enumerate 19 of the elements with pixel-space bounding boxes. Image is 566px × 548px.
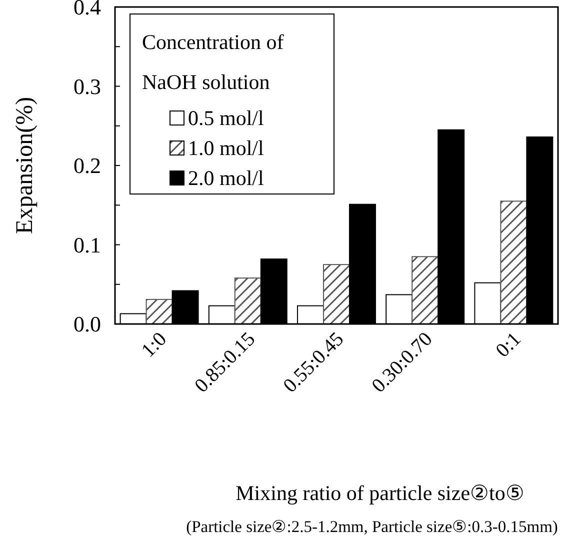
text: (Particle size②:2.5-1.2mm, Particle size⑤:0.3-0.15mm)	[186, 517, 558, 536]
text: 0.0	[74, 312, 101, 337]
bar	[323, 264, 350, 324]
y-tick-label: 0.4	[74, 0, 101, 20]
legend-label: 1.0 mol/l	[188, 136, 264, 160]
y-tick-label: 0.1	[74, 232, 101, 258]
bar	[234, 278, 262, 324]
legend-title: Concentration of NaOH solution	[142, 30, 284, 94]
y-tick-label: 0.2	[74, 153, 101, 178]
y-axis-title: Expansion(%)	[12, 96, 38, 234]
legend-label: 2.0 mol/l	[188, 166, 264, 190]
bar	[500, 200, 528, 324]
legend-label: 0.5 mol/l	[188, 106, 264, 130]
y-tick-label: 0.3	[74, 74, 101, 99]
x-tick-label: 1:0	[137, 328, 171, 362]
x-axis-title: Mixing ratio of particle size②to⑤	[236, 481, 524, 505]
bar	[412, 256, 439, 324]
bar	[146, 298, 173, 324]
x-tick-label: 0:1	[492, 328, 526, 362]
